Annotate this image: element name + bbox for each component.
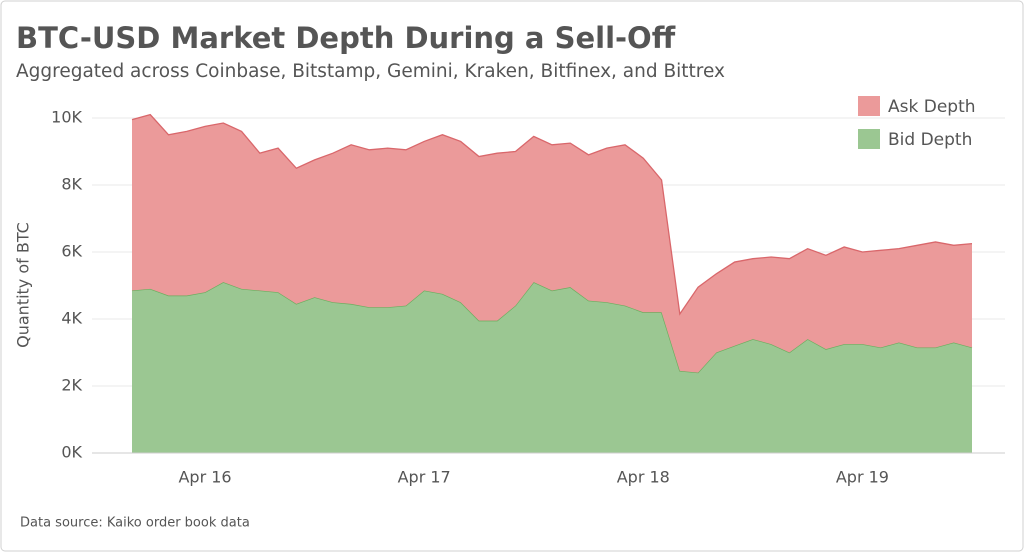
legend-label: Bid Depth <box>888 130 972 150</box>
footnote: Data source: Kaiko order book data <box>20 516 250 531</box>
y-tick-label: 10K <box>51 108 82 127</box>
y-tick-label: 6K <box>61 242 82 261</box>
y-tick-label: 8K <box>61 175 82 194</box>
y-tick-label: 0K <box>61 443 82 462</box>
x-tick-label: Apr 18 <box>617 468 670 487</box>
legend-label: Ask Depth <box>888 97 976 117</box>
y-tick-label: 4K <box>61 309 82 328</box>
area-fill <box>132 114 972 373</box>
legend-swatch <box>858 129 880 149</box>
chart-title: BTC-USD Market Depth During a Sell-Off <box>16 21 676 55</box>
x-tick-label: Apr 19 <box>836 468 889 487</box>
y-tick-label: 2K <box>61 376 82 395</box>
legend-swatch <box>858 96 880 116</box>
x-tick-label: Apr 17 <box>398 468 451 487</box>
x-tick-label: Apr 16 <box>178 468 231 487</box>
chart-subtitle: Aggregated across Coinbase, Bitstamp, Ge… <box>16 61 725 82</box>
y-axis-title: Quantity of BTC <box>14 222 33 348</box>
area-line <box>131 113 973 316</box>
area-fill <box>132 282 972 453</box>
